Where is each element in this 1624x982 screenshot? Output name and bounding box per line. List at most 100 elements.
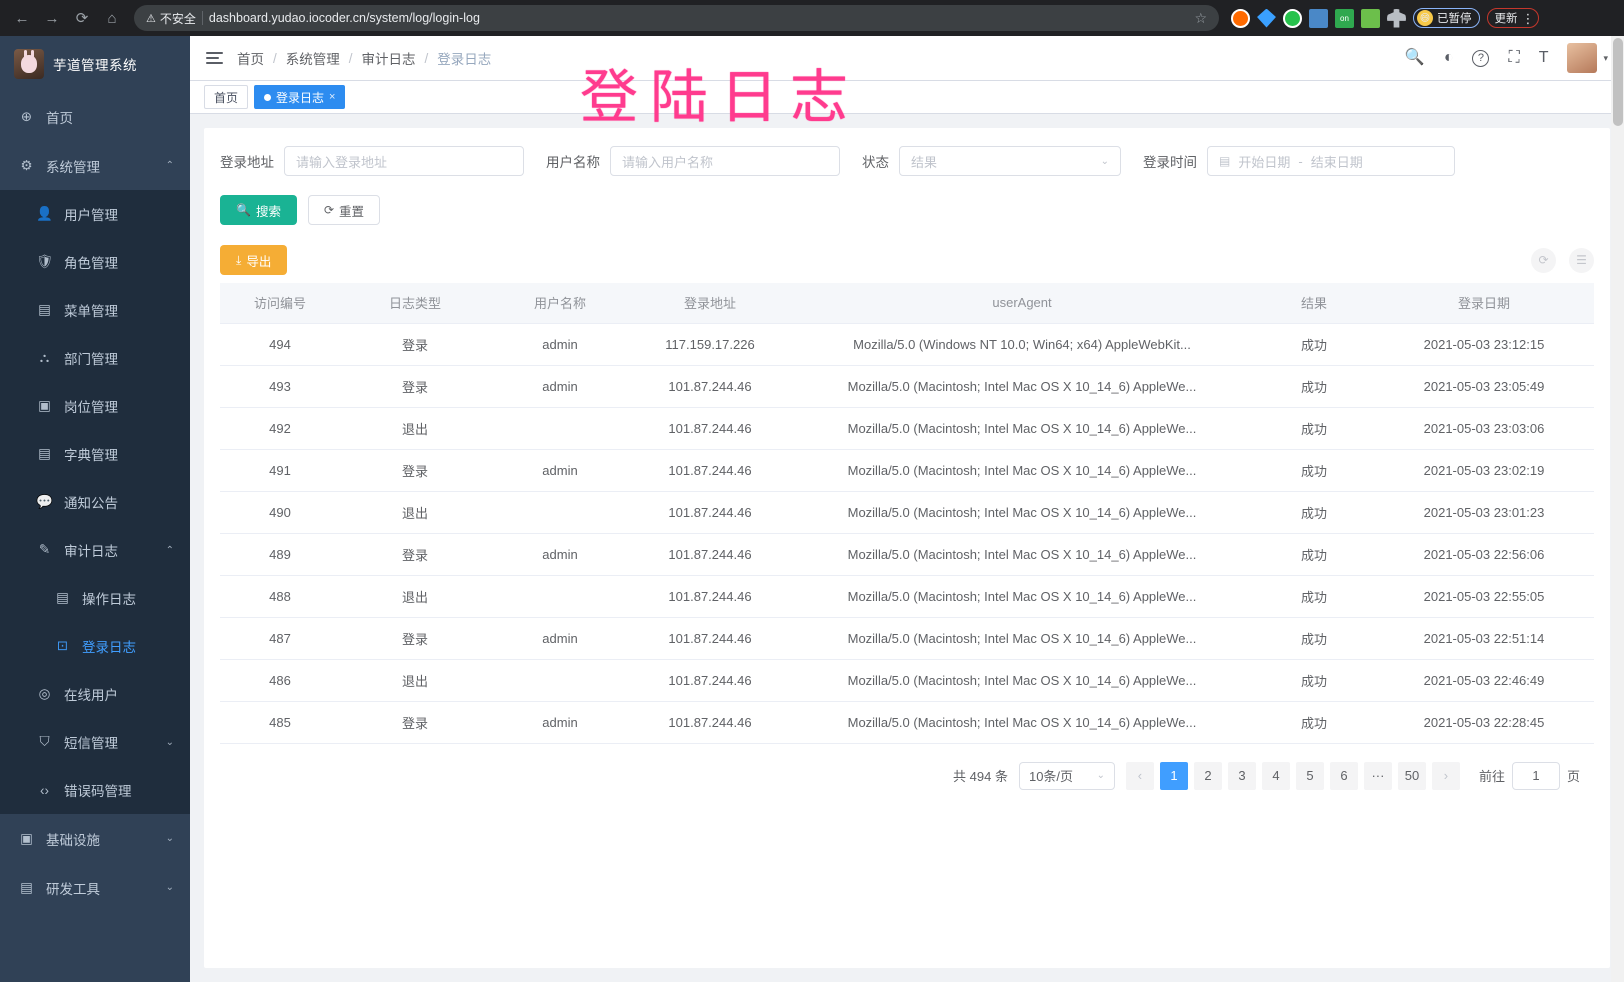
page-size-select[interactable]: 10条/页 ⌄ bbox=[1018, 761, 1115, 790]
sidebar-item-dict-mgmt[interactable]: ▤ 字典管理 bbox=[0, 430, 190, 478]
page-ellipsis[interactable]: ··· bbox=[1363, 761, 1392, 790]
help-icon[interactable]: ? bbox=[1472, 49, 1490, 67]
sidebar-item-menu-mgmt[interactable]: ▤ 菜单管理 bbox=[0, 286, 190, 334]
page-button-4[interactable]: 4 bbox=[1261, 761, 1290, 790]
home-icon[interactable]: ⌂ bbox=[107, 9, 117, 27]
sidebar-item-system[interactable]: ⚙ 系统管理 ⌃ bbox=[0, 141, 190, 190]
sidebar-item-operation-log[interactable]: ▤ 操作日志 bbox=[0, 574, 190, 622]
table-row[interactable]: 491 登录 admin 101.87.244.46 Mozilla/5.0 (Maci… bbox=[220, 449, 1594, 492]
chevron-down-icon[interactable]: ⌄ bbox=[165, 833, 174, 844]
column-header-user[interactable]: 用户名称 bbox=[490, 283, 630, 324]
column-header-date[interactable]: 登录日期 bbox=[1374, 283, 1594, 324]
sidebar-item-online-users[interactable]: ◎ 在线用户 bbox=[0, 670, 190, 718]
page-button-6[interactable]: 6 bbox=[1329, 761, 1358, 790]
jump-page-input[interactable]: 1 bbox=[1511, 761, 1560, 790]
sidebar-item-post-mgmt[interactable]: ▣ 岗位管理 bbox=[0, 382, 190, 430]
sidebar-item-dev-tools[interactable]: ▤ 研发工具 ⌄ bbox=[0, 863, 190, 912]
scrollbar-thumb[interactable] bbox=[1613, 38, 1623, 126]
table-row[interactable]: 488 退出 101.87.244.46 Mozilla/5.0 (Macintosh… bbox=[220, 575, 1594, 618]
username-input[interactable]: 请输入用户名称 bbox=[610, 146, 840, 176]
login-time-daterange[interactable]: ▤ 开始日期 - 结束日期 bbox=[1207, 146, 1455, 176]
column-header-useragent[interactable]: userAgent bbox=[790, 283, 1254, 324]
page-button-last[interactable]: 50 bbox=[1397, 761, 1426, 790]
tag-login-log[interactable]: 登录日志 × bbox=[254, 85, 346, 109]
sidebar-item-user-mgmt[interactable]: 👤 用户管理 bbox=[0, 190, 190, 238]
prev-page-button[interactable]: ‹ bbox=[1125, 761, 1154, 790]
chevron-up-icon[interactable]: ⌃ bbox=[165, 160, 174, 171]
table-row[interactable]: 492 退出 101.87.244.46 Mozilla/5.0 (Macintosh… bbox=[220, 407, 1594, 450]
end-date-input[interactable]: 结束日期 bbox=[1310, 154, 1363, 170]
paused-status-pill[interactable]: 😄 已暂停 bbox=[1413, 8, 1480, 28]
bookmark-star-icon[interactable]: ☆ bbox=[1194, 9, 1207, 26]
refresh-icon[interactable]: ⟳ bbox=[1531, 247, 1556, 273]
breadcrumb-item-audit[interactable]: 审计日志 bbox=[361, 52, 416, 67]
sidebar-item-login-log[interactable]: ⊡ 登录日志 bbox=[0, 622, 190, 670]
fullscreen-icon[interactable]: ⛶ bbox=[1508, 49, 1520, 66]
column-header-id[interactable]: 访问编号 bbox=[220, 283, 340, 324]
reload-icon[interactable]: ⟳ bbox=[75, 10, 89, 27]
chevron-down-icon[interactable]: ⌄ bbox=[165, 882, 174, 893]
brand[interactable]: 芋道管理系统 bbox=[0, 36, 190, 92]
avatar-menu[interactable]: ▾ bbox=[1567, 43, 1608, 73]
page-button-2[interactable]: 2 bbox=[1193, 761, 1222, 790]
puzzle-extension-icon[interactable] bbox=[1387, 8, 1406, 28]
page-button-1[interactable]: 1 bbox=[1159, 761, 1188, 790]
blue-note-extension-icon[interactable] bbox=[1309, 8, 1328, 28]
hamburger-menu-icon[interactable] bbox=[206, 52, 223, 64]
column-header-ip[interactable]: 登录地址 bbox=[630, 283, 790, 324]
table-row[interactable]: 485 登录 admin 101.87.244.46 Mozilla/5.0 (Maci… bbox=[220, 701, 1594, 744]
back-icon[interactable]: ← bbox=[14, 9, 30, 27]
page-scrollbar[interactable] bbox=[1611, 36, 1624, 982]
address-bar[interactable]: ⚠ 不安全 dashboard.yudao.iocoder.cn/system/… bbox=[134, 5, 1219, 31]
table-row[interactable]: 494 登录 admin 117.159.17.226 Mozilla/5.0 (Win… bbox=[220, 323, 1594, 366]
login-address-input[interactable]: 请输入登录地址 bbox=[284, 146, 524, 176]
field-status: 状态 结果 ⌄ bbox=[862, 146, 1121, 176]
close-icon[interactable]: × bbox=[329, 91, 336, 103]
chevron-up-icon[interactable]: ⌃ bbox=[165, 544, 174, 556]
status-select[interactable]: 结果 ⌄ bbox=[899, 146, 1121, 176]
export-button[interactable]: ⤓ 导出 bbox=[220, 245, 288, 275]
start-date-input[interactable]: 开始日期 bbox=[1238, 154, 1291, 170]
column-header-result[interactable]: 结果 bbox=[1254, 283, 1374, 324]
chevron-down-icon[interactable]: ⌄ bbox=[165, 736, 174, 748]
chevron-down-icon[interactable]: ▾ bbox=[1603, 52, 1608, 63]
sidebar-item-audit-log[interactable]: ✎ 审计日志 ⌃ bbox=[0, 526, 190, 574]
sidebar-item-dept-mgmt[interactable]: ⛬ 部门管理 bbox=[0, 334, 190, 382]
table-row[interactable]: 490 退出 101.87.244.46 Mozilla/5.0 (Macintosh… bbox=[220, 491, 1594, 534]
page-button-5[interactable]: 5 bbox=[1295, 761, 1324, 790]
search-icon[interactable]: 🔍 bbox=[1404, 49, 1425, 66]
orange-circle-extension-icon[interactable] bbox=[1231, 8, 1250, 28]
github-icon[interactable]: ◐ bbox=[1443, 49, 1454, 66]
column-settings-icon[interactable]: ☰ bbox=[1569, 247, 1594, 273]
breadcrumb-item-system[interactable]: 系统管理 bbox=[285, 52, 340, 67]
green-check-extension-icon[interactable] bbox=[1283, 8, 1302, 28]
table-row[interactable]: 489 登录 admin 101.87.244.46 Mozilla/5.0 (Maci… bbox=[220, 533, 1594, 576]
table-row[interactable]: 486 退出 101.87.244.46 Mozilla/5.0 (Macintosh… bbox=[220, 659, 1594, 702]
not-secure-badge[interactable]: ⚠ 不安全 bbox=[146, 10, 196, 27]
forward-icon[interactable]: → bbox=[44, 9, 60, 27]
search-icon: 🔍 bbox=[236, 203, 251, 217]
on-badge-extension-icon[interactable]: on bbox=[1335, 8, 1354, 28]
table-row[interactable]: 493 登录 admin 101.87.244.46 Mozilla/5.0 (Maci… bbox=[220, 365, 1594, 408]
text-size-icon[interactable]: T bbox=[1538, 49, 1549, 66]
reset-button[interactable]: ⟳ 重置 bbox=[307, 195, 381, 225]
sidebar-item-notice[interactable]: 💬 通知公告 bbox=[0, 478, 190, 526]
diamond-extension-icon[interactable] bbox=[1257, 8, 1276, 28]
tag-home[interactable]: 首页 bbox=[204, 85, 249, 109]
sidebar-item-sms-mgmt[interactable]: ⛉ 短信管理 ⌄ bbox=[0, 718, 190, 766]
date-range-dash: - bbox=[1298, 153, 1303, 169]
column-header-type[interactable]: 日志类型 bbox=[340, 283, 490, 324]
sidebar-item-errorcode-mgmt[interactable]: ‹› 错误码管理 bbox=[0, 766, 190, 814]
next-page-button[interactable]: › bbox=[1431, 761, 1460, 790]
search-button[interactable]: 🔍 搜索 bbox=[220, 195, 297, 225]
breadcrumb-item-home[interactable]: 首页 bbox=[237, 52, 264, 67]
sidebar-item-role-mgmt[interactable]: 🛡 角色管理 bbox=[0, 238, 190, 286]
sidebar-item-infrastructure[interactable]: ▣ 基础设施 ⌄ bbox=[0, 814, 190, 863]
sidebar-item-home[interactable]: ⊕ 首页 bbox=[0, 92, 190, 141]
table-row[interactable]: 487 登录 admin 101.87.244.46 Mozilla/5.0 (Maci… bbox=[220, 617, 1594, 660]
page-button-3[interactable]: 3 bbox=[1227, 761, 1256, 790]
green-leaf-extension-icon[interactable] bbox=[1361, 8, 1380, 28]
kebab-menu-icon[interactable]: ⋮ bbox=[1521, 10, 1535, 26]
update-button[interactable]: 更新 ⋮ bbox=[1486, 8, 1539, 28]
breadcrumb: 首页 / 系统管理 / 审计日志 / 登录日志 bbox=[237, 48, 491, 68]
